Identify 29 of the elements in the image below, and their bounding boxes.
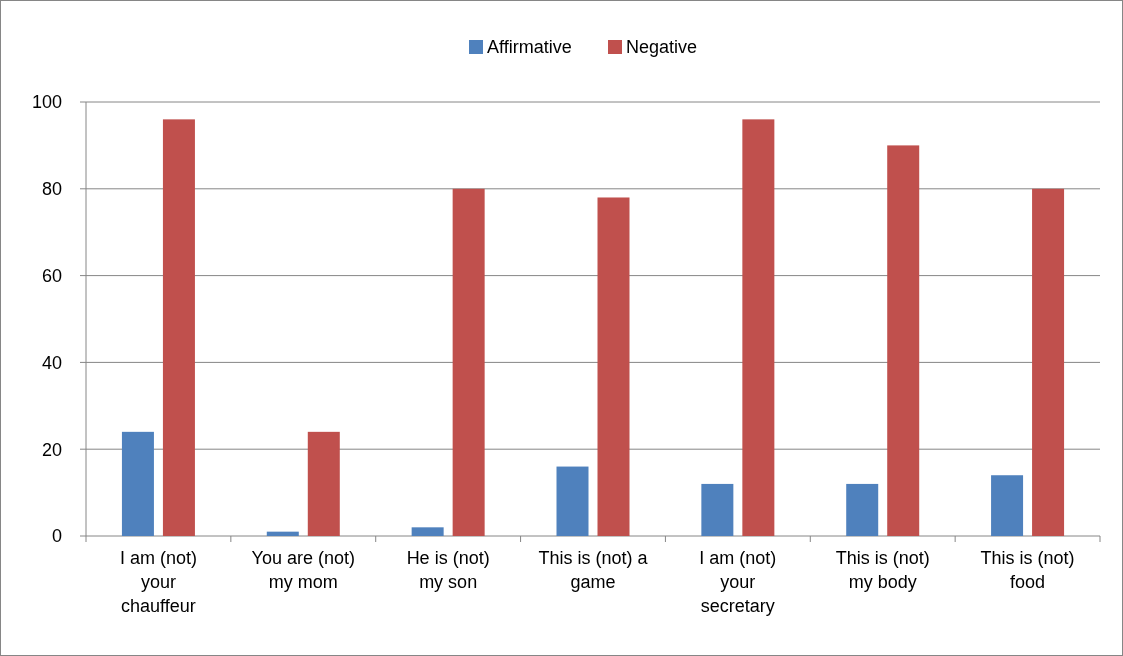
y-tick-label: 80 <box>41 179 62 200</box>
bar <box>846 483 879 536</box>
bar <box>266 531 299 536</box>
bar <box>597 197 630 536</box>
bar <box>742 119 775 536</box>
legend-label: Negative <box>626 37 698 58</box>
bar <box>121 431 154 536</box>
x-tick-label: This is (not) food <box>980 548 1075 592</box>
bar <box>307 431 340 536</box>
y-tick-label: 0 <box>51 526 62 547</box>
bar <box>1032 188 1065 536</box>
x-tick-label: You are (not) my mom <box>251 548 355 592</box>
y-tick-label: 20 <box>41 439 62 460</box>
x-tick-label: This is (not) my body <box>835 548 930 592</box>
y-tick-label: 100 <box>31 92 62 113</box>
x-tick-label: I am (not) your secretary <box>699 548 777 616</box>
bar <box>991 475 1024 536</box>
x-tick-label: I am (not) your chauffeur <box>119 548 197 616</box>
bar <box>701 483 734 536</box>
bar <box>162 119 195 536</box>
bar <box>452 188 485 536</box>
legend-label: Affirmative <box>487 37 572 58</box>
bar <box>556 466 589 536</box>
y-tick-label: 60 <box>41 265 62 286</box>
bar <box>411 527 444 536</box>
x-tick-label: He is (not) my son <box>406 548 490 592</box>
bar <box>887 145 920 536</box>
y-tick-label: 40 <box>41 352 62 373</box>
x-tick-label: This is (not) a game <box>538 548 649 592</box>
